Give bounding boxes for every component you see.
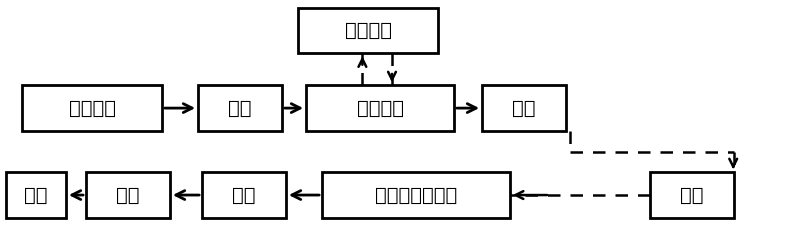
Bar [298,8,438,54]
Text: 干燥: 干燥 [232,186,256,204]
Bar [322,172,510,218]
Text: 堵塞水眼: 堵塞水眼 [345,21,391,40]
Bar [22,85,162,131]
Bar [198,85,282,131]
Bar [482,85,566,131]
Text: 检验: 检验 [116,186,140,204]
Text: 涂油: 涂油 [24,186,48,204]
Bar [6,172,66,218]
Bar [306,85,454,131]
Text: 螺纹清洁: 螺纹清洁 [69,99,115,118]
Bar [86,172,170,218]
Bar [202,172,286,218]
Text: 取下挡圈、胶塞: 取下挡圈、胶塞 [375,186,457,204]
Text: 清洗: 清洗 [228,99,252,118]
Text: 安装挡圈: 安装挡圈 [357,99,403,118]
Text: 磷化: 磷化 [512,99,536,118]
Bar [650,172,734,218]
Text: 水洗: 水洗 [680,186,704,204]
